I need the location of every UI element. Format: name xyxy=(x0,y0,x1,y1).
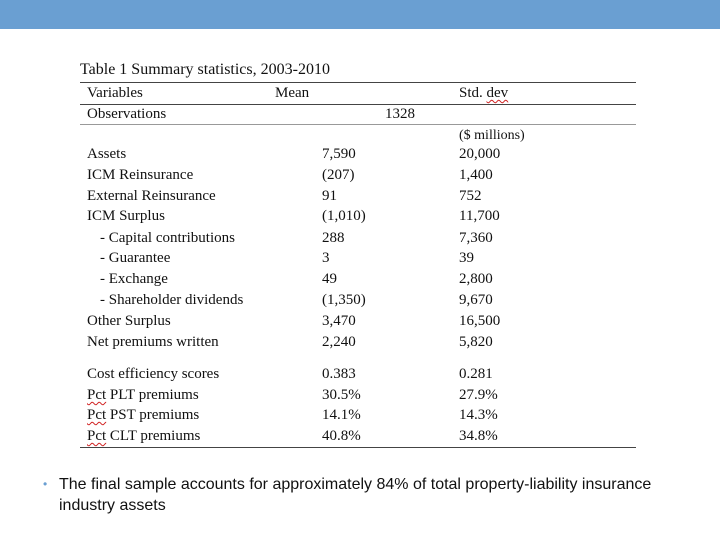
bullet-text: The final sample accounts for approximat… xyxy=(59,476,652,514)
row-label: Net premiums written xyxy=(87,334,219,350)
table-bottom-rule xyxy=(80,447,636,448)
row-mean: 3,470 xyxy=(322,313,356,329)
row-mean: (1,350) xyxy=(322,292,366,308)
header-bottom-rule xyxy=(80,104,636,105)
row-std: 752 xyxy=(459,188,482,204)
row-label: Assets xyxy=(87,146,127,162)
row-label: - Capital contributions xyxy=(100,230,235,246)
pct-spell-mark: Pct xyxy=(87,387,107,403)
row-label: Pct PST premiums xyxy=(87,407,200,423)
row-mean: 2,240 xyxy=(322,334,356,350)
observations-label: Observations xyxy=(87,106,167,122)
table-top-rule xyxy=(80,82,636,83)
row-label: Cost efficiency scores xyxy=(87,366,220,382)
row-std: 9,670 xyxy=(459,292,493,308)
row-mean: 91 xyxy=(322,188,337,204)
row-mean: (1,010) xyxy=(322,208,366,224)
row-std: 34.8% xyxy=(459,428,498,444)
row-mean: (207) xyxy=(322,167,355,183)
bullet-point: • The final sample accounts for approxim… xyxy=(43,474,683,516)
row-mean: 14.1% xyxy=(322,407,361,423)
row-mean: 0.383 xyxy=(322,366,356,382)
row-std: 39 xyxy=(459,250,474,266)
observations-value: 1328 xyxy=(385,106,415,122)
row-std: 11,700 xyxy=(459,208,500,224)
row-mean: 49 xyxy=(322,271,337,287)
row-mean: 40.8% xyxy=(322,428,361,444)
observations-rule xyxy=(80,124,636,125)
pct-spell-mark: Pct xyxy=(87,428,107,444)
row-std: 7,360 xyxy=(459,230,493,246)
row-label: Pct CLT premiums xyxy=(87,428,201,444)
row-std: 1,400 xyxy=(459,167,493,183)
row-mean: 30.5% xyxy=(322,387,361,403)
row-std: 5,820 xyxy=(459,334,493,350)
header-std-dev: Std. dev xyxy=(459,85,509,101)
row-label: - Shareholder dividends xyxy=(100,292,244,308)
header-mean: Mean xyxy=(275,85,310,101)
row-label: Other Surplus xyxy=(87,313,171,329)
row-std: 2,800 xyxy=(459,271,493,287)
row-label: ICM Reinsurance xyxy=(87,167,194,183)
row-label: - Guarantee xyxy=(100,250,171,266)
header-accent-bar xyxy=(0,0,720,29)
row-std: 0.281 xyxy=(459,366,493,382)
header-variables: Variables xyxy=(87,85,143,101)
row-mean: 3 xyxy=(322,250,330,266)
bullet-dot-icon: • xyxy=(43,477,48,491)
row-label: - Exchange xyxy=(100,271,168,287)
row-std: 20,000 xyxy=(459,146,501,162)
row-std: 27.9% xyxy=(459,387,498,403)
row-label: External Reinsurance xyxy=(87,188,216,204)
row-label: Pct PLT premiums xyxy=(87,387,199,403)
row-mean: 7,590 xyxy=(322,146,356,162)
row-std: 14.3% xyxy=(459,407,498,423)
row-label: ICM Surplus xyxy=(87,208,165,224)
pct-spell-mark: Pct xyxy=(87,407,107,423)
table-title: Table 1 Summary statistics, 2003-2010 xyxy=(80,61,330,78)
row-std: 16,500 xyxy=(459,313,501,329)
row-mean: 288 xyxy=(322,230,345,246)
std-dev-spell-mark: dev xyxy=(486,85,509,101)
units-note: ($ millions) xyxy=(459,128,525,143)
